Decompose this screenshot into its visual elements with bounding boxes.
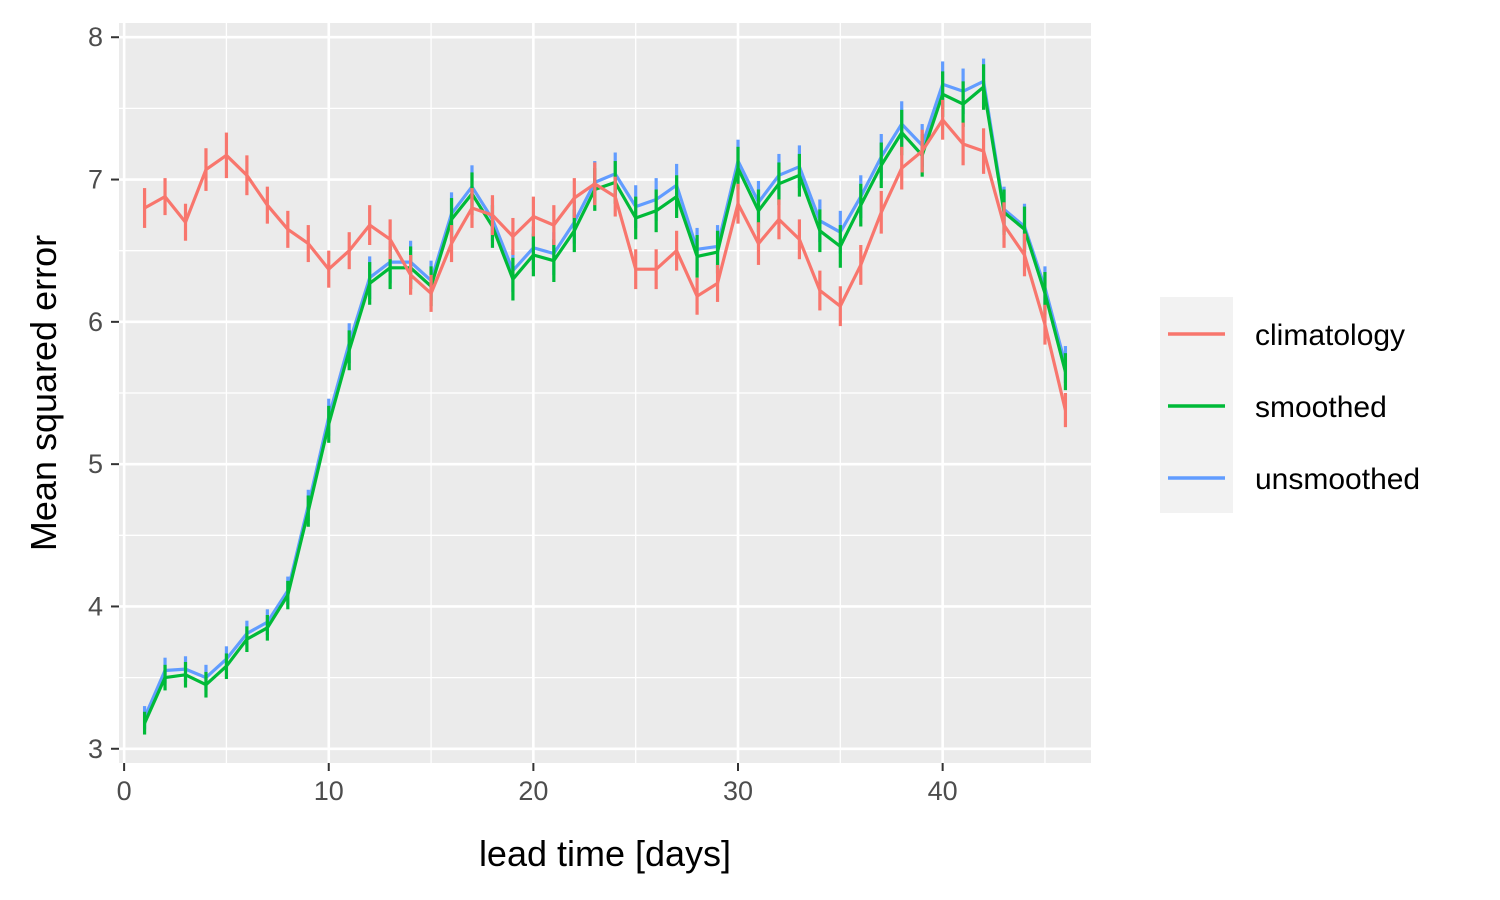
x-tick-label: 0 — [117, 776, 132, 806]
grid-major — [119, 23, 1091, 763]
legend-label: unsmoothed — [1255, 463, 1420, 496]
x-tick-label: 20 — [518, 776, 548, 806]
y-axis-title: Mean squared error — [23, 235, 64, 551]
grid-minor — [119, 23, 1091, 763]
x-axis-title: lead time [days] — [479, 833, 731, 874]
y-tick-label: 8 — [88, 22, 103, 52]
legend-label: smoothed — [1255, 391, 1387, 424]
x-axis: 0 10 20 30 40 — [117, 763, 958, 806]
y-axis: 3 4 5 6 7 8 — [88, 22, 119, 764]
series-layer — [142, 58, 1068, 735]
x-tick-label: 30 — [723, 776, 753, 806]
y-tick-label: 5 — [88, 449, 103, 479]
series-line — [143, 118, 1067, 411]
legend: climatology smoothed unsmoothed — [1160, 297, 1420, 513]
x-tick-label: 10 — [314, 776, 344, 806]
legend-label: climatology — [1255, 319, 1405, 352]
series-climatology — [142, 99, 1068, 428]
y-tick-label: 3 — [88, 734, 103, 764]
y-tick-label: 6 — [88, 307, 103, 337]
x-tick-label: 40 — [928, 776, 958, 806]
series-line — [143, 85, 1067, 724]
y-tick-label: 7 — [88, 165, 103, 195]
y-tick-label: 4 — [88, 591, 103, 621]
